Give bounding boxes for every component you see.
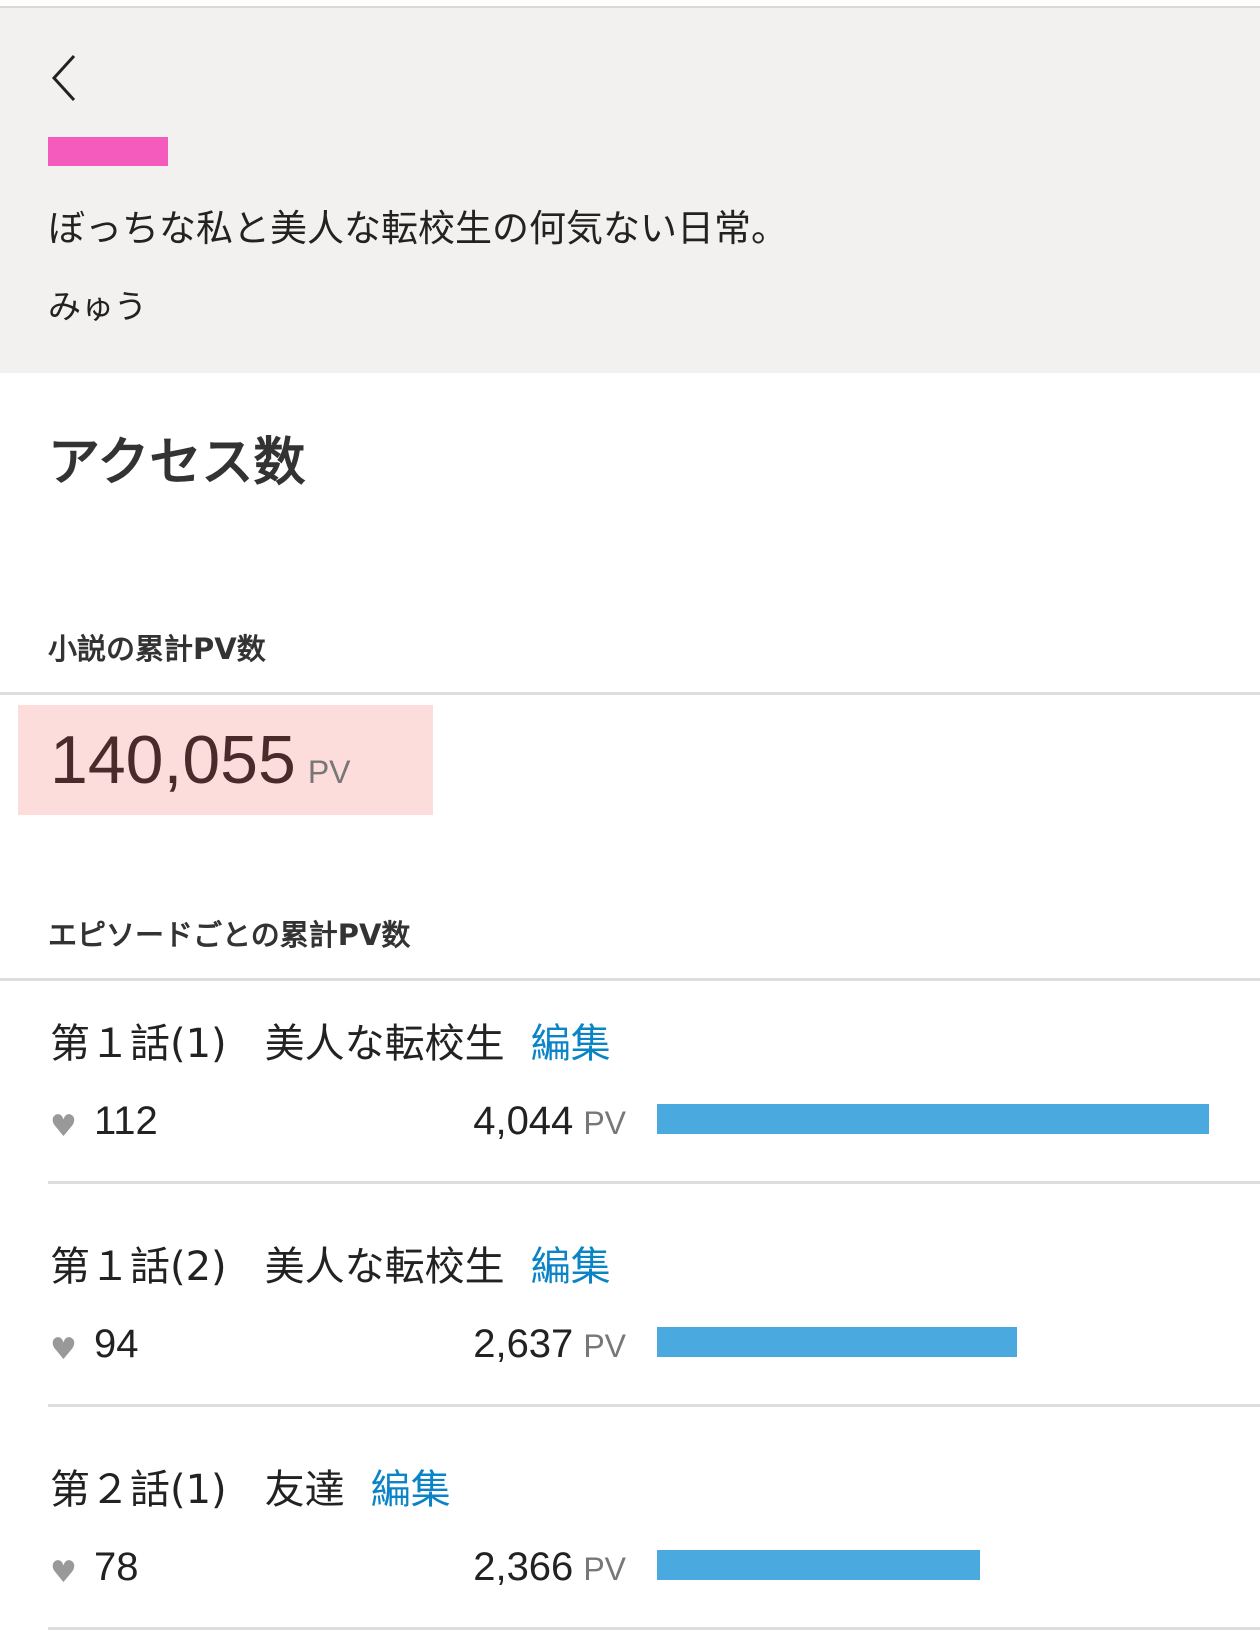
novel-header: ぼっちな私と美人な転校生の何気ない日常。 みゅう xyxy=(0,8,1260,373)
novel-title[interactable]: ぼっちな私と美人な転校生の何気ない日常。 xyxy=(48,207,788,250)
episode-title[interactable]: 第１話(2) 美人な転校生 編集 xyxy=(50,1234,611,1292)
pv-unit: PV xyxy=(583,1328,626,1364)
pv-unit: PV xyxy=(583,1551,626,1587)
divider xyxy=(48,1627,1260,1630)
edit-link[interactable]: 編集 xyxy=(530,1244,611,1290)
genre-tag-color xyxy=(48,137,168,166)
episode-title[interactable]: 第２話(1) 友達 編集 xyxy=(50,1457,451,1515)
edit-link[interactable]: 編集 xyxy=(370,1467,451,1513)
episode-subtitle: 美人な転校生 xyxy=(264,1244,505,1290)
divider xyxy=(0,978,1260,981)
episode-subtitle: 美人な転校生 xyxy=(264,1021,505,1067)
pv-value: 2,366 xyxy=(473,1545,574,1589)
episode-number: 第１話(1) xyxy=(50,1021,227,1067)
heart-icon: ♥ xyxy=(50,1109,77,1144)
pv-unit: PV xyxy=(583,1105,626,1141)
episode-pv: 2,637 PV xyxy=(473,1322,626,1367)
episode-subtitle: 友達 xyxy=(264,1467,345,1513)
episode-pv: 2,366 PV xyxy=(473,1545,626,1590)
divider xyxy=(48,1404,1260,1407)
episode-number: 第２話(1) xyxy=(50,1467,227,1513)
like-count: 94 xyxy=(94,1322,139,1366)
pv-bar xyxy=(657,1327,1017,1357)
episode-pv: 4,044 PV xyxy=(473,1099,626,1144)
episode-pv-label: エピソードごとの累計PV数 xyxy=(48,918,411,952)
total-pv-value: 140,055 xyxy=(50,722,296,798)
total-pv-label: 小説の累計PV数 xyxy=(48,632,266,666)
author-name[interactable]: みゅう xyxy=(48,287,147,326)
page-title: アクセス数 xyxy=(48,433,306,493)
episode-row: 第２話(1) 友達 編集 ♥ 78 2,366 PV xyxy=(0,1427,1260,1650)
divider xyxy=(48,1181,1260,1184)
like-count: 112 xyxy=(94,1099,158,1143)
total-pv-box: 140,055 PV xyxy=(18,705,433,815)
total-pv-unit: PV xyxy=(307,754,351,790)
pv-value: 4,044 xyxy=(473,1099,574,1143)
pv-bar xyxy=(657,1550,980,1580)
heart-icon: ♥ xyxy=(50,1332,77,1367)
like-count: 78 xyxy=(94,1545,139,1589)
chevron-left-icon[interactable] xyxy=(48,48,88,108)
top-border xyxy=(0,0,1260,9)
episode-row: 第１話(1) 美人な転校生 編集 ♥ 112 4,044 PV xyxy=(0,981,1260,1204)
episode-number: 第１話(2) xyxy=(50,1244,227,1290)
pv-value: 2,637 xyxy=(473,1322,574,1366)
divider xyxy=(0,692,1260,695)
episode-title[interactable]: 第１話(1) 美人な転校生 編集 xyxy=(50,1011,611,1069)
edit-link[interactable]: 編集 xyxy=(530,1021,611,1067)
episode-row: 第１話(2) 美人な転校生 編集 ♥ 94 2,637 PV xyxy=(0,1204,1260,1427)
pv-bar xyxy=(657,1104,1209,1134)
heart-icon: ♥ xyxy=(50,1555,77,1590)
